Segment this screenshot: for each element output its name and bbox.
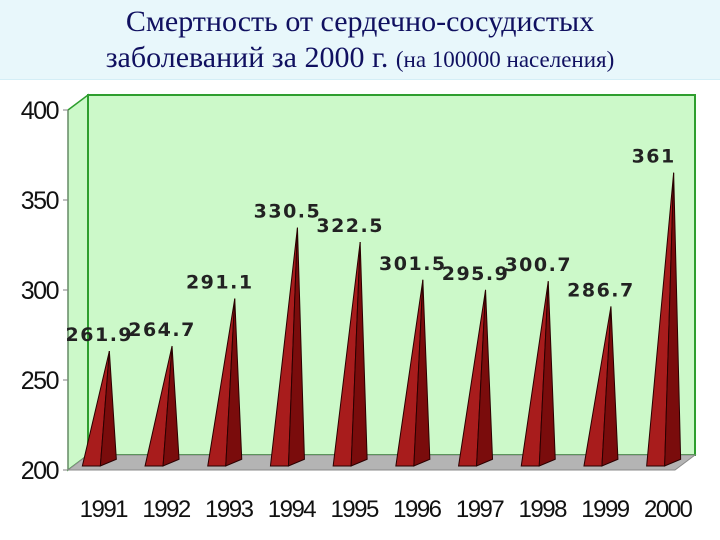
bar [395, 279, 431, 467]
data-label: 291.1 [186, 272, 254, 294]
title-subtitle: (на 100000 населения) [395, 47, 615, 72]
bar [520, 281, 556, 467]
chart-walls [66, 93, 697, 472]
bar [646, 172, 682, 467]
data-label: 330.5 [254, 201, 322, 223]
bar [583, 306, 619, 467]
y-tick-label: 300 [21, 277, 59, 305]
bar-face-side [413, 279, 431, 467]
data-label: 261.9 [66, 324, 134, 346]
back-wall [87, 94, 696, 456]
bar [269, 227, 305, 467]
y-tick-label: 250 [21, 367, 59, 395]
bar-face-side [476, 289, 494, 467]
x-tick-label: 1992 [142, 496, 191, 523]
data-label: 301.5 [379, 253, 447, 275]
bar [457, 289, 494, 467]
data-label: 264.7 [128, 319, 196, 341]
bar-face-side [99, 351, 117, 467]
side-wall [67, 93, 89, 472]
y-axis: 200 250 300 350 400 [21, 97, 68, 485]
data-label: 322.5 [316, 215, 384, 237]
bar-face-side [664, 172, 682, 467]
bar [144, 345, 180, 467]
bar-face-side [538, 281, 556, 467]
data-label: 300.7 [504, 254, 572, 276]
x-tick-label: 1996 [393, 496, 442, 523]
x-tick-label: 1994 [268, 496, 317, 523]
bars [81, 172, 682, 467]
y-tick-label: 400 [21, 97, 59, 125]
data-label: 286.7 [567, 279, 635, 301]
bar-face-side [162, 346, 180, 467]
x-tick-label: 1997 [456, 496, 505, 523]
bar [81, 350, 117, 467]
chart-title: Смертность от сердечно-сосудистых заболе… [0, 0, 720, 80]
title-main: заболеваний за 2000 г. [105, 41, 389, 74]
x-tick-label: 1999 [581, 496, 630, 523]
x-tick-label: 2000 [644, 496, 693, 523]
data-label: 361 [632, 146, 676, 168]
y-tick-label: 200 [21, 457, 59, 485]
y-tick-label: 350 [21, 187, 59, 215]
bar-face-side [225, 298, 243, 467]
x-tick-label: 1998 [519, 496, 568, 523]
bar [332, 241, 368, 467]
bar [207, 298, 243, 467]
title-line-1: Смертность от сердечно-сосудистых [125, 5, 595, 38]
bar-face-side [601, 306, 619, 467]
x-tick-label: 1993 [205, 496, 254, 523]
bar-face-side [350, 241, 368, 467]
x-tick-label: 1995 [330, 496, 379, 523]
x-axis: 1991 1992 1993 1994 1995 1996 1997 1998 1999 2000 [80, 496, 694, 523]
title-line-2: заболеваний за 2000 г. (на 100000 населе… [0, 40, 720, 78]
x-tick-label: 1991 [80, 496, 129, 523]
bar-face-side [287, 227, 305, 467]
data-label: 295.9 [442, 263, 510, 285]
